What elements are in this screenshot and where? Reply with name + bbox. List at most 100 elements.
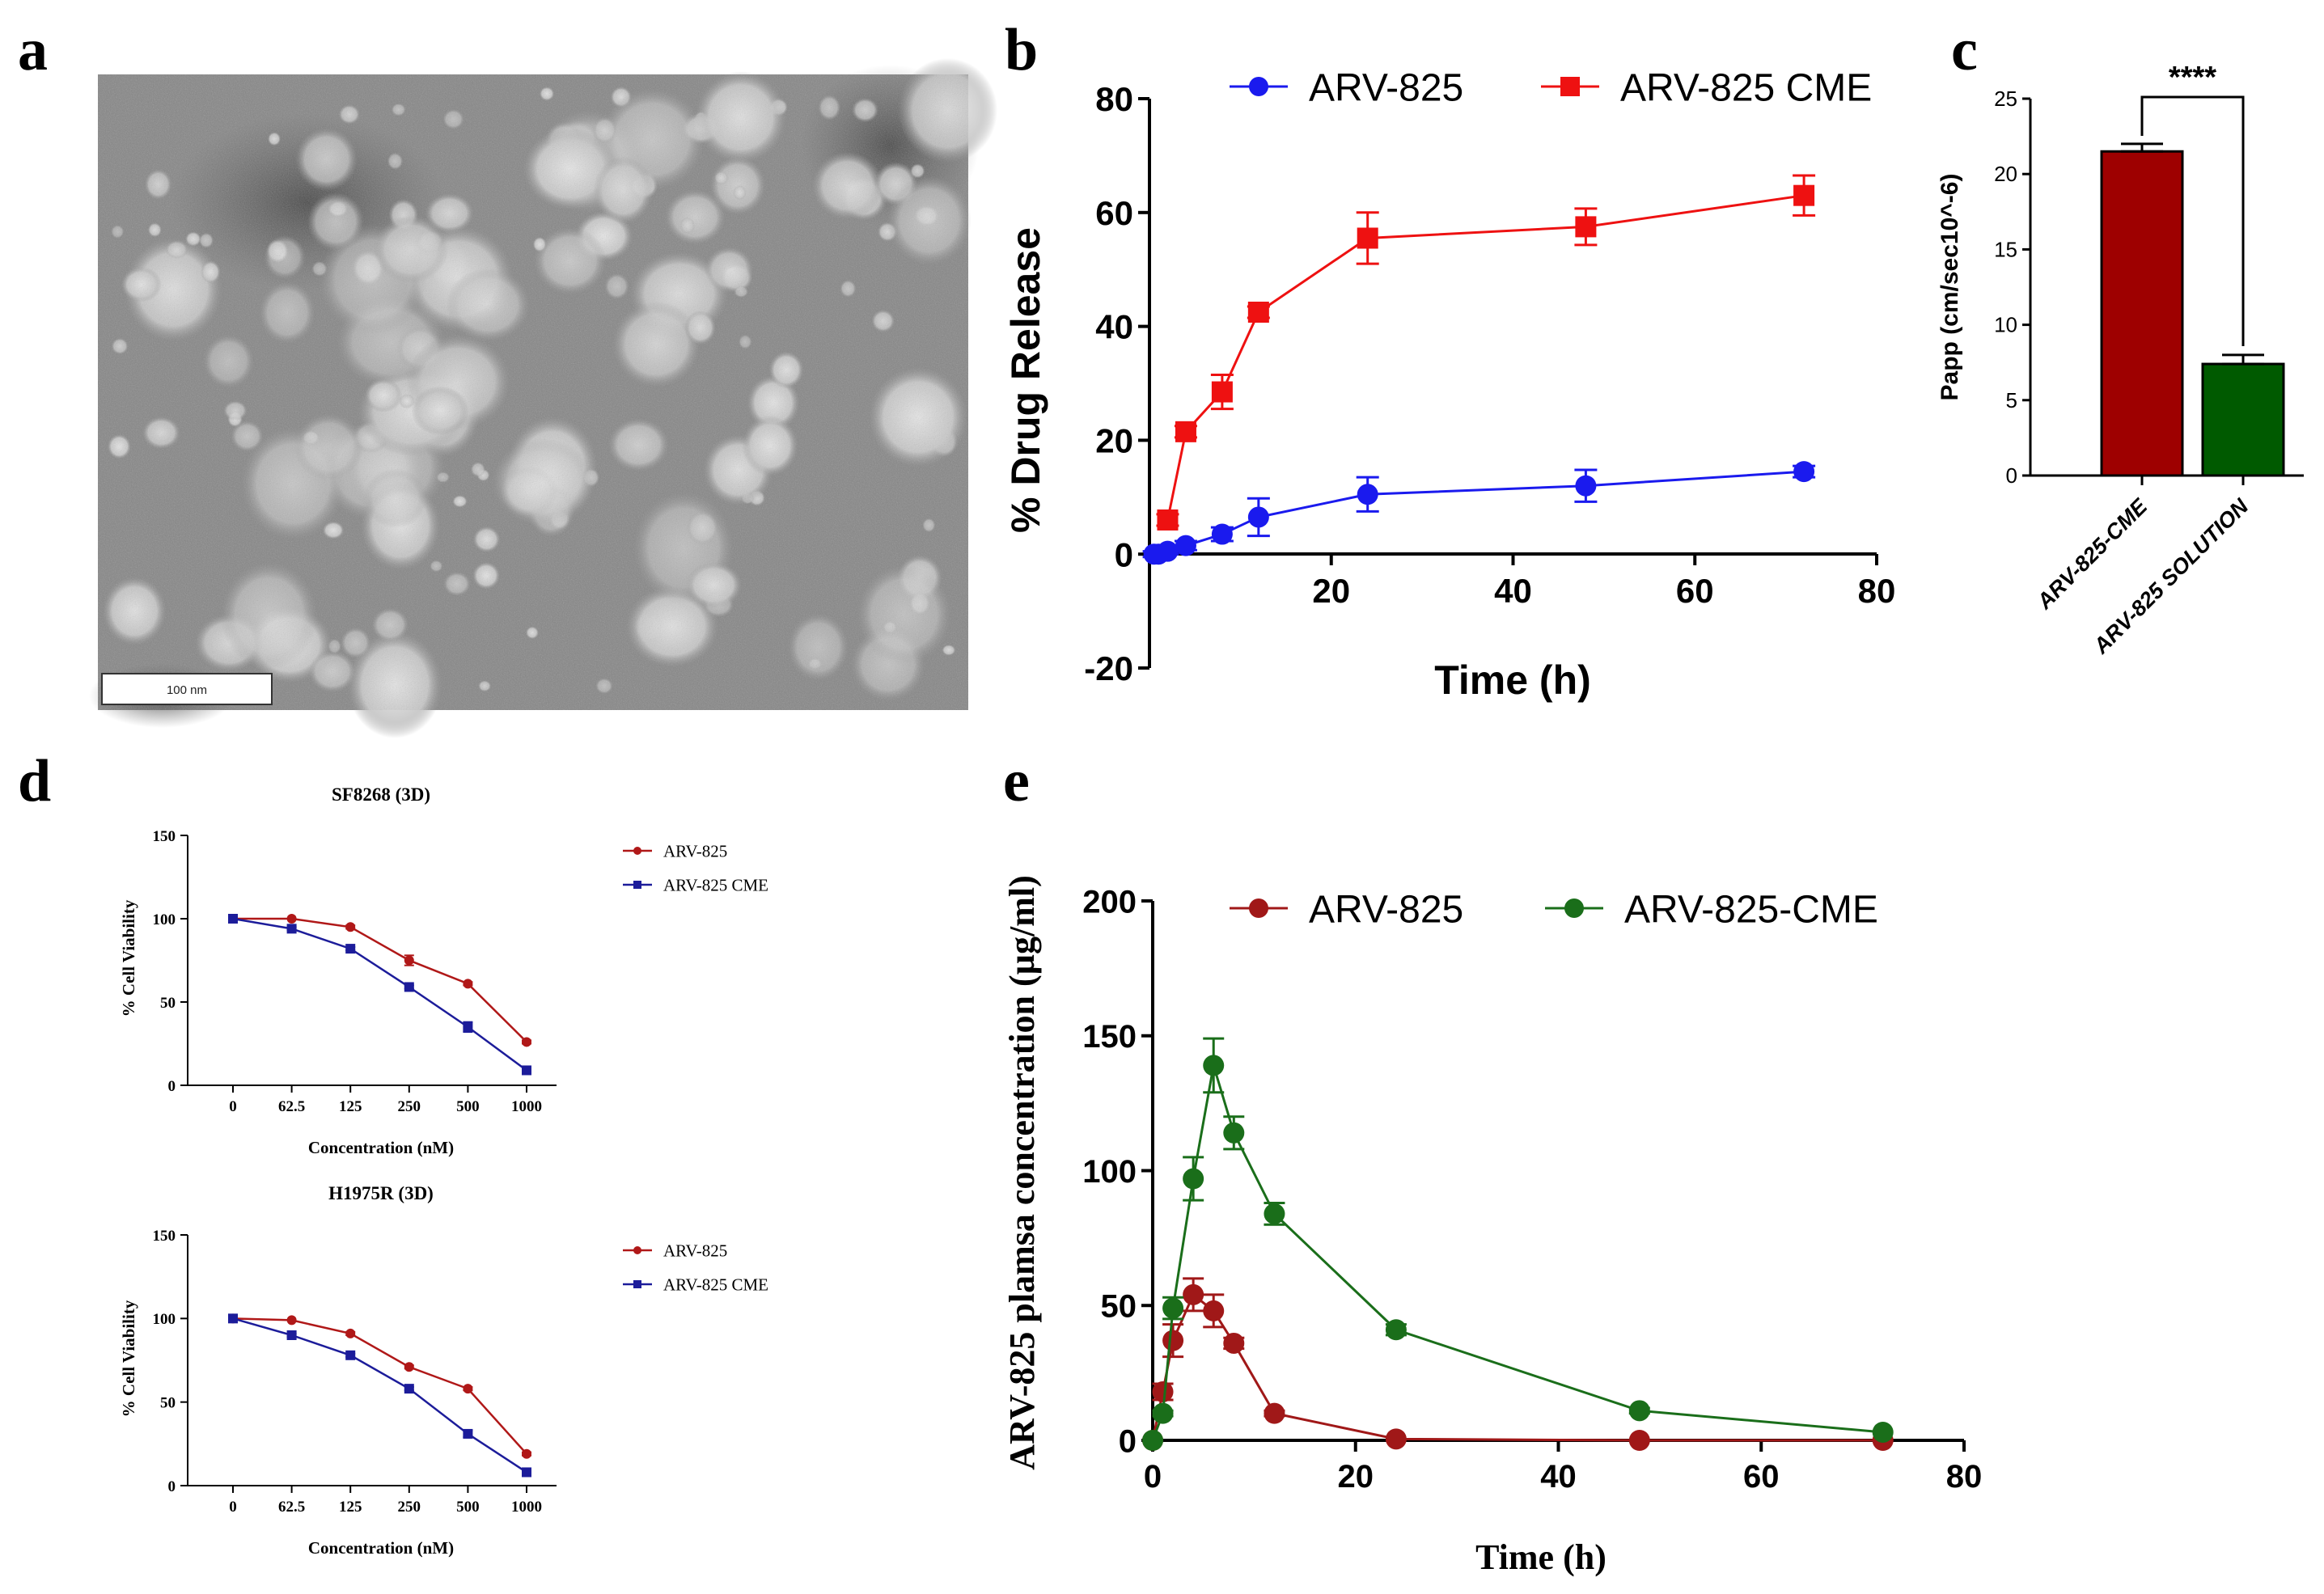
x-tick-label: 250 bbox=[398, 1499, 421, 1516]
data-point bbox=[404, 1362, 414, 1372]
error-bar bbox=[2121, 142, 2163, 153]
data-point bbox=[1152, 1380, 1174, 1402]
data-point bbox=[286, 1330, 297, 1340]
y-axis-label: Papp (cm/sec10^-6) bbox=[1937, 174, 1963, 401]
legend-label: ARV-825 bbox=[663, 842, 727, 861]
y-tick-label: 60 bbox=[1095, 194, 1133, 232]
data-point bbox=[1175, 535, 1196, 556]
legend-item: ARV-825 CME bbox=[623, 1275, 768, 1295]
y-tick-label: 20 bbox=[1994, 162, 2017, 186]
y-tick-label: 20 bbox=[1095, 422, 1133, 460]
data-point bbox=[463, 1021, 473, 1032]
x-axis-label: Time (h) bbox=[1434, 657, 1591, 703]
chart-title: SF8268 (3D) bbox=[332, 784, 430, 805]
data-point bbox=[1203, 1300, 1225, 1321]
x-axis-label: Concentration (nM) bbox=[308, 1538, 454, 1558]
data-point bbox=[1211, 523, 1233, 545]
x-tick-label: 62.5 bbox=[278, 1098, 305, 1115]
legend-label: ARV-825 bbox=[1309, 888, 1463, 931]
legend-item: ARV-825-CME bbox=[1545, 888, 1878, 931]
x-tick-label: 60 bbox=[1676, 572, 1714, 610]
series-arv-825 bbox=[228, 1313, 531, 1459]
data-point bbox=[1385, 1428, 1407, 1450]
series-arv-825-cme bbox=[1156, 174, 1816, 531]
x-tick-label: 125 bbox=[339, 1499, 362, 1516]
data-point bbox=[404, 1384, 414, 1394]
x-tick-label: 40 bbox=[1540, 1459, 1577, 1495]
significance-label: **** bbox=[2169, 61, 2216, 95]
data-point bbox=[1793, 184, 1815, 206]
data-point bbox=[1264, 1402, 1285, 1424]
data-point bbox=[1223, 1332, 1245, 1354]
data-point bbox=[1628, 1400, 1650, 1422]
data-point bbox=[1203, 1055, 1225, 1076]
legend-label: ARV-825 CME bbox=[1620, 66, 1872, 109]
panel-letter-e: e bbox=[1003, 748, 1030, 814]
data-point bbox=[1575, 216, 1597, 238]
data-point bbox=[1157, 509, 1179, 531]
data-point bbox=[1162, 1297, 1184, 1319]
series-arv-825-cme bbox=[1142, 1037, 1894, 1451]
y-axis-label: ARV-825 plamsa concentration (µg/ml) bbox=[1002, 875, 1042, 1469]
data-point bbox=[228, 914, 238, 924]
data-point bbox=[1385, 1319, 1407, 1341]
data-point bbox=[463, 1384, 473, 1394]
data-point bbox=[345, 1350, 356, 1360]
data-point bbox=[345, 922, 356, 932]
series-arv-825 bbox=[228, 914, 531, 1047]
data-point bbox=[228, 1313, 238, 1324]
x-axis-label: Concentration (nM) bbox=[308, 1138, 454, 1157]
data-point bbox=[1357, 227, 1378, 249]
tem-micrograph: 100 nm bbox=[89, 57, 998, 738]
y-tick-label: 40 bbox=[1095, 308, 1133, 346]
y-tick-label: 50 bbox=[160, 1395, 176, 1412]
data-point bbox=[1575, 475, 1597, 497]
legend-item: ARV-825 bbox=[623, 842, 727, 861]
legend-item: ARV-825 CME bbox=[623, 876, 768, 895]
y-tick-label: 100 bbox=[1082, 1154, 1137, 1190]
series-line bbox=[1151, 1292, 1883, 1442]
legend-label: ARV-825 CME bbox=[663, 876, 768, 895]
legend-item: ARV-825 bbox=[1230, 66, 1463, 109]
legend-label: ARV-825 bbox=[1309, 66, 1463, 109]
data-point bbox=[1247, 302, 1269, 323]
legend-label: ARV-825-CME bbox=[1624, 888, 1878, 931]
x-tick-label: 20 bbox=[1338, 1459, 1374, 1495]
data-point bbox=[1211, 381, 1233, 403]
legend-label: ARV-825 CME bbox=[663, 1275, 768, 1295]
legend-marker bbox=[1564, 898, 1584, 918]
panel-letter-a: a bbox=[18, 17, 48, 83]
data-point bbox=[522, 1467, 531, 1478]
y-tick-label: 150 bbox=[153, 828, 176, 845]
data-point bbox=[463, 979, 473, 989]
series-arv-825-cme bbox=[228, 1313, 531, 1478]
y-tick-label: 80 bbox=[1095, 80, 1133, 118]
x-tick-label: 250 bbox=[398, 1098, 421, 1115]
data-point bbox=[522, 1065, 531, 1076]
data-point bbox=[1175, 421, 1196, 442]
x-tick-label: 0 bbox=[1144, 1459, 1162, 1495]
legend-marker bbox=[633, 847, 641, 855]
y-tick-label: 5 bbox=[2006, 388, 2017, 412]
data-point bbox=[1793, 461, 1815, 483]
data-point bbox=[1162, 1330, 1184, 1351]
x-axis-label: Time (h) bbox=[1475, 1537, 1606, 1577]
data-point bbox=[1223, 1122, 1245, 1144]
x-tick-label: 500 bbox=[456, 1499, 480, 1516]
y-tick-label: 50 bbox=[1101, 1289, 1137, 1325]
y-tick-label: 100 bbox=[153, 911, 176, 928]
data-point bbox=[522, 1448, 531, 1459]
data-point bbox=[345, 944, 356, 954]
panel-letter-c: c bbox=[1951, 17, 1978, 83]
y-tick-label: 0 bbox=[1115, 535, 1133, 573]
plasma-concentration-chart: 0 50 100 150 200 0 20 40 60 80 Time (h) ARV-825 pla… bbox=[1002, 875, 1982, 1577]
y-tick-label: 150 bbox=[1082, 1019, 1137, 1055]
data-point bbox=[1872, 1421, 1894, 1443]
data-point bbox=[404, 955, 414, 966]
y-tick-label: 100 bbox=[153, 1311, 176, 1328]
x-tick-label: 1000 bbox=[511, 1499, 542, 1516]
legend-marker bbox=[1249, 898, 1268, 918]
legend-item: ARV-825 CME bbox=[1541, 66, 1872, 109]
data-point bbox=[1264, 1203, 1285, 1224]
